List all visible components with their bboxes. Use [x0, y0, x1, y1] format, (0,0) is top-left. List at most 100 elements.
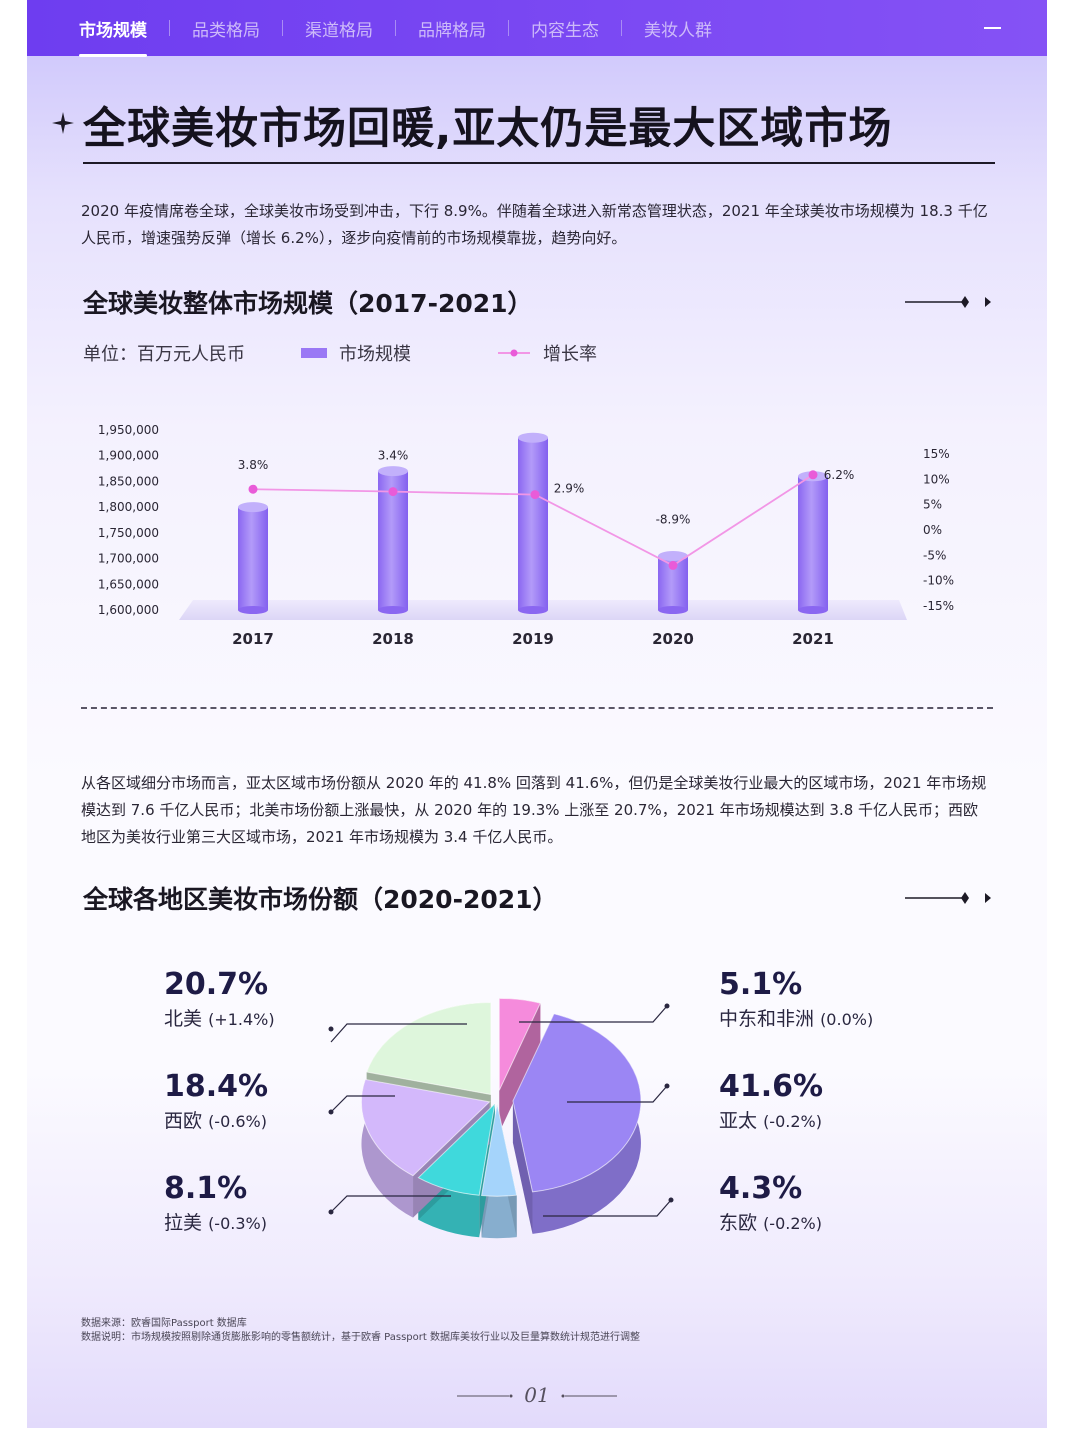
bar-base — [518, 606, 548, 614]
y2-tick-label: -15% — [923, 599, 954, 613]
legend-bar-label: 市场规模 — [339, 344, 411, 365]
growth-point-2017 — [248, 484, 258, 494]
leader-dot — [664, 1003, 670, 1009]
x-tick-label: 2021 — [792, 630, 834, 648]
tab-channel[interactable]: 渠道格局 — [305, 20, 373, 41]
legend-line-swatch — [498, 349, 530, 357]
bar-base — [238, 606, 268, 614]
section-divider — [81, 707, 993, 709]
leader-dot — [668, 1197, 674, 1203]
y2-tick-label: 15% — [923, 447, 950, 461]
pie-percent: 4.3% — [719, 1171, 803, 1206]
y-tick-label: 1,850,000 — [98, 474, 159, 488]
pie-region-name: 拉美 — [164, 1212, 203, 1234]
leader-line-asia-pacific — [567, 1085, 668, 1103]
y2-tick-label: 5% — [923, 498, 942, 512]
growth-label: 3.8% — [238, 458, 269, 472]
bar-base — [378, 606, 408, 614]
pie-slice-亚太 — [512, 1013, 642, 1193]
pie-slice-东欧 — [480, 1104, 518, 1197]
pie-slice-中东和非洲 — [498, 997, 542, 1091]
leader-line-latin-america — [330, 1195, 451, 1213]
x-tick-label: 2017 — [232, 630, 274, 648]
y-tick-label: 1,900,000 — [98, 449, 159, 463]
y2-tick-label: 0% — [923, 523, 942, 537]
pie-change: (-0.2%) — [763, 1112, 822, 1131]
growth-label: -8.9% — [656, 512, 691, 526]
title-divider — [83, 162, 995, 164]
tab-audience[interactable]: 美妆人群 — [644, 20, 712, 41]
tab-category[interactable]: 品类格局 — [192, 20, 260, 41]
y2-tick-label: -10% — [923, 574, 954, 588]
bar-cap — [378, 466, 408, 477]
top-nav: 市场规模 品类格局 渠道格局 品牌格局 内容生态 美妆人群 — [27, 0, 1047, 57]
nav-divider — [621, 20, 622, 36]
x-tick-label: 2019 — [512, 630, 554, 648]
pie-label-north-america: 20.7% 北美 (+1.4%) — [164, 968, 275, 1031]
tab-market-size[interactable]: 市场规模 — [27, 16, 169, 57]
tab-content[interactable]: 内容生态 — [531, 20, 599, 41]
pie-region-name: 中东和非洲 — [719, 1008, 815, 1030]
growth-point-2019 — [530, 490, 540, 500]
unit-label: 单位：百万元人民币 — [83, 344, 245, 365]
leader-dot — [328, 1109, 334, 1115]
leader-dot — [664, 1083, 670, 1089]
legend-bar-swatch — [301, 348, 327, 358]
pie-label-asia-pacific: 41.6% 亚太 (-0.2%) — [719, 1070, 823, 1133]
growth-point-2018 — [388, 487, 398, 497]
growth-label: 3.4% — [378, 449, 409, 463]
growth-point-2021 — [808, 470, 818, 480]
nav-divider — [508, 20, 509, 36]
minus-icon[interactable] — [984, 27, 1001, 29]
bar-cap — [238, 502, 268, 513]
page-number-decoration — [457, 1394, 617, 1398]
pie-change: (+1.4%) — [208, 1010, 275, 1029]
leader-dot — [328, 1026, 334, 1032]
pie-percent: 20.7% — [164, 967, 269, 1002]
bar-2017 — [238, 507, 268, 610]
y-tick-label: 1,650,000 — [98, 577, 159, 591]
pie-change: (-0.6%) — [208, 1112, 267, 1131]
y2-tick-label: 10% — [923, 472, 950, 486]
pie-percent: 8.1% — [164, 1171, 248, 1206]
leader-line-middle-east-africa — [519, 1005, 668, 1023]
pie-percent: 41.6% — [719, 1069, 824, 1104]
nav-divider — [395, 20, 396, 36]
region-paragraph: 从各区域细分市场而言，亚太区域市场份额从 2020 年的 41.8% 回落到 4… — [81, 774, 987, 846]
report-page: 市场规模 品类格局 渠道格局 品牌格局 内容生态 美妆人群 全球美妆市场回暖,亚… — [27, 0, 1047, 1428]
growth-label: 6.2% — [824, 468, 855, 482]
bar-2021 — [798, 476, 828, 610]
y-tick-label: 1,750,000 — [98, 526, 159, 540]
pie-percent: 5.1% — [719, 967, 803, 1002]
data-note: 数据说明：市场规模按照剔除通货膨胀影响的零售额统计，基于欧睿 Passport … — [81, 1332, 640, 1343]
chart1-title: 全球美妆整体市场规模（2017-2021） — [83, 289, 533, 318]
pie-change: (-0.2%) — [763, 1214, 822, 1233]
pie-slice-拉美 — [417, 1102, 496, 1196]
arrow-decoration-icon — [905, 296, 991, 308]
legend-line-label: 增长率 — [543, 344, 597, 365]
chart2-title: 全球各地区美妆市场份额（2020-2021） — [83, 885, 558, 914]
pie-change: (0.0%) — [820, 1010, 874, 1029]
tab-brand[interactable]: 品牌格局 — [418, 20, 486, 41]
pie-label-middle-east-africa: 5.1% 中东和非洲 (0.0%) — [719, 968, 873, 1031]
nav-divider — [169, 20, 170, 36]
pie-region-name: 亚太 — [719, 1110, 758, 1132]
pie-change: (-0.3%) — [208, 1214, 267, 1233]
pie-label-western-europe: 18.4% 西欧 (-0.6%) — [164, 1070, 268, 1133]
pie-side-西欧 — [361, 1079, 414, 1218]
nav-divider — [282, 20, 283, 36]
pie-slice-北美 — [366, 1001, 492, 1096]
data-source: 数据来源：欧睿国际Passport 数据库 — [81, 1318, 247, 1329]
leader-line-western-europe — [330, 1095, 395, 1113]
pie-region-name: 北美 — [164, 1008, 203, 1030]
leader-line-eastern-europe — [543, 1199, 672, 1217]
y2-tick-label: -5% — [923, 548, 946, 562]
leader-line-north-america — [330, 1023, 467, 1043]
sparkle-icon — [52, 112, 74, 134]
arrow-decoration-icon — [905, 892, 991, 904]
growth-point-2020 — [668, 560, 678, 570]
pie-wall — [499, 1003, 541, 1133]
pie-slice-西欧 — [361, 1078, 491, 1177]
market-size-chart: 1,950,000 1,900,000 1,850,000 1,800,000 1,75… — [98, 423, 954, 648]
x-tick-label: 2020 — [652, 630, 694, 648]
